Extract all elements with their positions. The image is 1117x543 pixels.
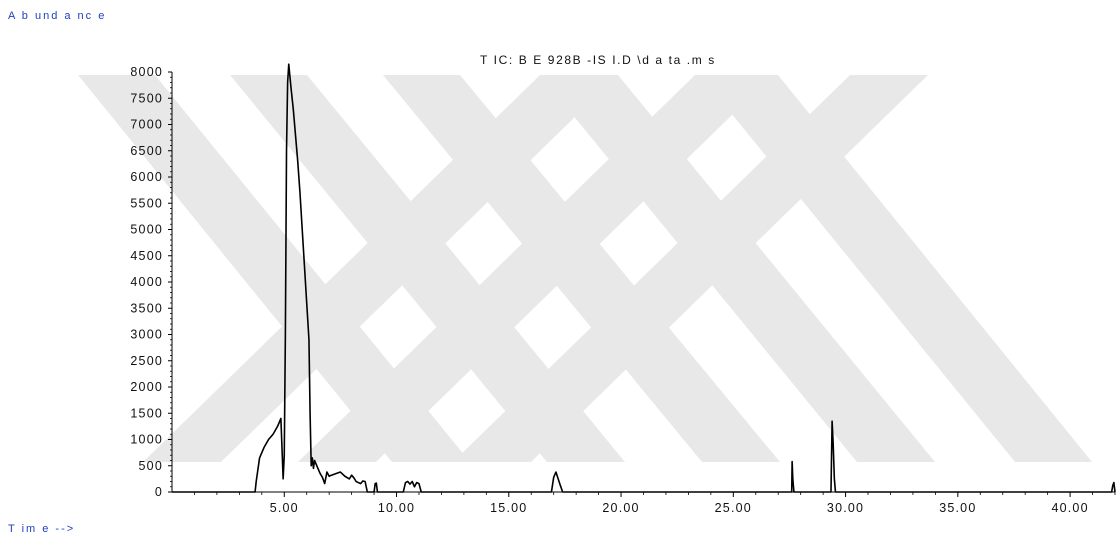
y-tick-label: 6500 xyxy=(130,144,163,158)
y-tick-label: 5000 xyxy=(130,223,163,237)
tic-trace-line xyxy=(172,63,1116,493)
y-tick-label: 4000 xyxy=(130,275,163,289)
y-tick-label: 4500 xyxy=(130,249,163,263)
x-tick-label: 30.00 xyxy=(827,501,864,515)
x-axis-label: T im e --> xyxy=(8,523,75,535)
chart-title: T IC: B E 928B -IS I.D \d a ta .m s xyxy=(480,53,716,67)
x-tick-label: 5.00 xyxy=(270,501,299,515)
y-tick-label: 5500 xyxy=(130,196,163,210)
y-tick-label: 2500 xyxy=(130,354,163,368)
y-ticks: 0 500 1000 1500 2000 2500 3000 3500 4000 4500 5000… xyxy=(130,65,172,499)
x-ticks: 5.00 10.00 15.00 20.00 25.00 30.00 35.00 40.00 xyxy=(194,492,1116,515)
x-tick-label: 20.00 xyxy=(602,501,639,515)
y-tick-label: 500 xyxy=(139,459,163,473)
y-tick-label: 1000 xyxy=(130,433,163,447)
y-tick-label: 7000 xyxy=(130,118,163,132)
series-layer xyxy=(172,63,1116,493)
y-axis-label: A b und a nc e xyxy=(8,10,106,22)
y-tick-label: 0 xyxy=(155,485,163,499)
x-tick-label: 10.00 xyxy=(378,501,415,515)
watermark-logo xyxy=(78,75,1092,462)
x-tick-label: 15.00 xyxy=(490,501,527,515)
y-tick-label: 8000 xyxy=(130,65,163,79)
y-tick-label: 7500 xyxy=(130,91,163,105)
x-tick-label: 35.00 xyxy=(939,501,976,515)
y-tick-label: 3500 xyxy=(130,301,163,315)
y-tick-label: 1500 xyxy=(130,406,163,420)
y-tick-label: 6000 xyxy=(130,170,163,184)
x-tick-label: 40.00 xyxy=(1051,501,1088,515)
y-tick-label: 3000 xyxy=(130,328,163,342)
x-tick-label: 25.00 xyxy=(715,501,752,515)
y-tick-label: 2000 xyxy=(130,380,163,394)
